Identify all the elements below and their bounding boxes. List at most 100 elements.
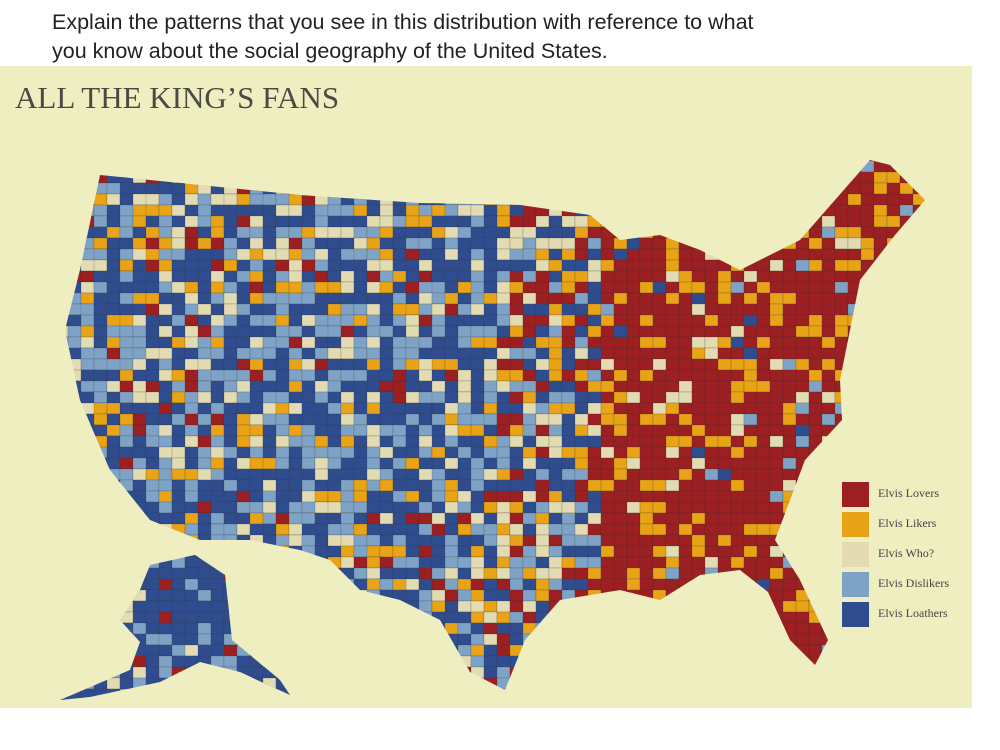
- county-cell: [392, 369, 407, 382]
- county-cell: [379, 501, 394, 514]
- county-cell: [509, 281, 524, 294]
- county-cell: [743, 391, 758, 404]
- county-cell: [457, 248, 472, 261]
- county-cell: [145, 369, 160, 382]
- county-cell: [652, 446, 667, 459]
- county-cell: [67, 325, 82, 338]
- legend-label: Elvis Lovers: [878, 486, 939, 500]
- county-cell: [860, 193, 875, 206]
- county-cell: [548, 314, 563, 327]
- county-cell: [743, 270, 758, 283]
- county-cell: [600, 325, 615, 338]
- county-cell: [366, 215, 381, 228]
- county-cell: [717, 413, 732, 426]
- county-cell: [639, 402, 654, 415]
- county-cell: [756, 303, 771, 316]
- county-cell: [613, 424, 628, 437]
- county-cell: [496, 380, 511, 393]
- county-cell: [808, 633, 823, 646]
- county-cell: [210, 292, 225, 305]
- county-cell: [106, 435, 121, 448]
- county-cell: [678, 336, 693, 349]
- county-cell: [171, 303, 186, 316]
- county-cell: [665, 281, 680, 294]
- county-cell: [639, 446, 654, 459]
- county-cell: [366, 457, 381, 470]
- county-cell: [379, 567, 394, 580]
- county-cell: [392, 248, 407, 261]
- county-cell: [392, 270, 407, 283]
- county-cell: [314, 380, 329, 393]
- county-cell: [756, 369, 771, 382]
- county-cell: [288, 325, 303, 338]
- county-cell: [262, 512, 277, 525]
- county-cell: [756, 259, 771, 272]
- county-cell: [548, 534, 563, 547]
- county-cell: [535, 534, 550, 547]
- county-cell: [704, 303, 719, 316]
- county-cell: [730, 545, 745, 558]
- county-cell: [756, 545, 771, 558]
- county-cell: [106, 380, 121, 393]
- county-cell: [327, 204, 342, 217]
- county-cell: [262, 424, 277, 437]
- county-cell: [847, 226, 862, 239]
- county-cell: [158, 490, 173, 503]
- county-cell: [223, 490, 238, 503]
- county-cell: [392, 402, 407, 415]
- county-cell: [379, 215, 394, 228]
- county-cell: [470, 380, 485, 393]
- county-cell: [353, 248, 368, 261]
- county-cell: [379, 545, 394, 558]
- county-cell: [730, 512, 745, 525]
- county-cell: [821, 413, 836, 426]
- county-cell: [340, 479, 355, 492]
- county-cell: [613, 281, 628, 294]
- county-cell: [535, 325, 550, 338]
- county-cell: [665, 391, 680, 404]
- county-cell: [457, 259, 472, 272]
- county-cell: [665, 523, 680, 536]
- county-cell: [626, 501, 641, 514]
- county-cell: [262, 501, 277, 514]
- county-cell: [327, 380, 342, 393]
- county-cell: [574, 479, 589, 492]
- county-cell: [730, 534, 745, 547]
- county-cell: [834, 248, 849, 261]
- county-cell: [808, 336, 823, 349]
- county-cell: [665, 248, 680, 261]
- county-cell: [327, 259, 342, 272]
- county-cell: [93, 193, 108, 206]
- county-cell: [249, 204, 264, 217]
- county-cell: [444, 589, 459, 602]
- county-cell: [652, 303, 667, 316]
- county-cell: [366, 446, 381, 459]
- county-cell: [574, 578, 589, 591]
- county-cell: [717, 303, 732, 316]
- county-cell: [678, 457, 693, 470]
- county-cell: [639, 314, 654, 327]
- county-cell: [509, 468, 524, 481]
- county-cell: [366, 402, 381, 415]
- county-cell: [379, 248, 394, 261]
- county-cell: [548, 567, 563, 580]
- county-cell: [249, 259, 264, 272]
- county-cell: [379, 391, 394, 404]
- county-cell: [314, 534, 329, 547]
- county-cell: [483, 600, 498, 613]
- county-cell: [587, 369, 602, 382]
- county-cell: [782, 270, 797, 283]
- county-cell: [314, 215, 329, 228]
- county-cell: [652, 237, 667, 250]
- county-cell: [405, 248, 420, 261]
- county-cell: [236, 336, 251, 349]
- county-cell: [717, 347, 732, 360]
- county-cell: [249, 336, 264, 349]
- county-cell: [535, 336, 550, 349]
- county-cell: [392, 281, 407, 294]
- county-cell: [483, 369, 498, 382]
- county-cell: [236, 237, 251, 250]
- county-cell: [795, 248, 810, 261]
- county-cell: [626, 336, 641, 349]
- county-cell: [535, 600, 550, 613]
